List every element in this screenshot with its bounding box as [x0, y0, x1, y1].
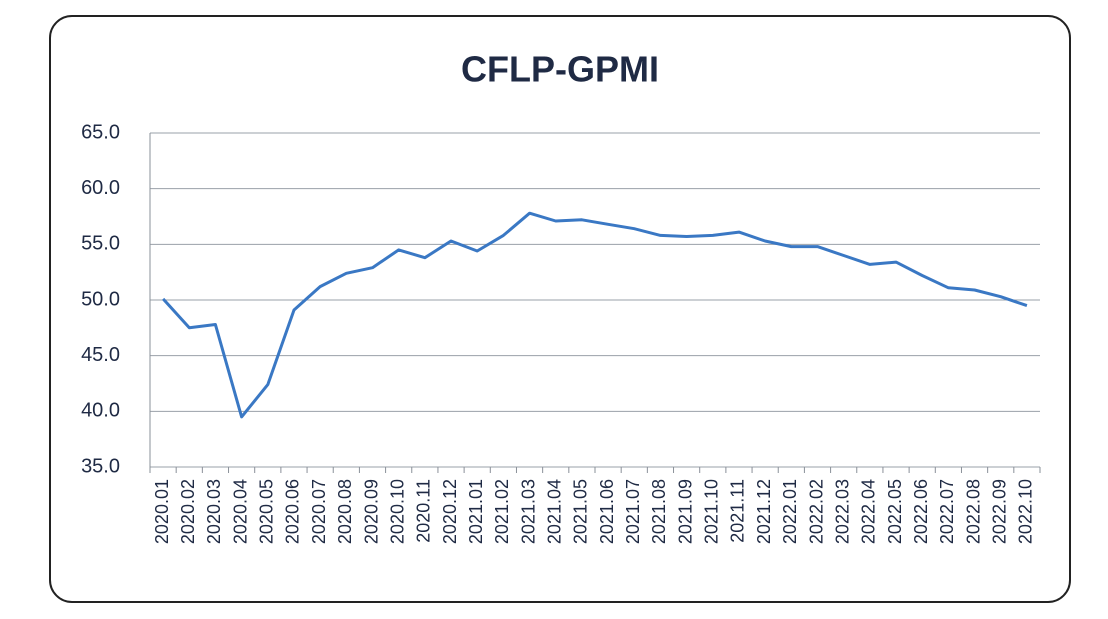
chart-title: CFLP-GPMI [461, 49, 659, 90]
x-tick-label: 2020.02 [178, 479, 198, 544]
x-tick-label: 2022.01 [780, 479, 800, 544]
x-tick-label: 2021.01 [466, 479, 486, 544]
x-tick-label: 2022.02 [806, 479, 826, 544]
x-tick-label: 2021.02 [492, 479, 512, 544]
x-tick-label: 2021.06 [597, 479, 617, 544]
y-tick-label: 45.0 [81, 344, 120, 366]
data-line [161, 211, 1028, 419]
y-tick-label: 35.0 [81, 455, 120, 477]
x-tick-label: 2021.11 [728, 479, 748, 543]
x-tick-label: 2020.11 [414, 479, 434, 543]
x-tick-label: 2020.05 [257, 479, 277, 544]
x-tick-label: 2020.03 [204, 479, 224, 544]
x-tick-label: 2020.10 [387, 479, 407, 544]
x-tick-label: 2022.05 [885, 479, 905, 544]
y-tick-label: 40.0 [81, 400, 120, 422]
y-tick-label: 65.0 [81, 121, 120, 143]
x-tick-label: 2022.09 [989, 479, 1009, 544]
x-tick-label: 2022.06 [911, 479, 931, 544]
x-tick-label: 2021.05 [571, 479, 591, 544]
x-tick-label: 2021.10 [702, 479, 722, 544]
x-tick-label: 2021.07 [623, 479, 643, 544]
x-tick-label: 2020.08 [335, 479, 355, 544]
x-tick-label: 2021.03 [518, 479, 538, 544]
x-tick-label: 2020.01 [152, 479, 172, 544]
x-tick-label: 2020.09 [361, 479, 381, 544]
x-tick-label: 2020.07 [309, 479, 329, 544]
x-tick-label: 2022.10 [1016, 479, 1036, 544]
x-tick-label: 2021.12 [754, 479, 774, 544]
y-tick-label: 50.0 [81, 288, 120, 310]
x-tick-label: 2021.08 [649, 479, 669, 544]
x-tick-label: 2020.04 [230, 479, 250, 544]
x-tick-label: 2022.08 [963, 479, 983, 544]
y-tick-label: 60.0 [81, 177, 120, 199]
x-tick-label: 2021.09 [675, 479, 695, 544]
x-tick-label: 2022.03 [832, 479, 852, 544]
x-tick-label: 2020.12 [440, 479, 460, 544]
x-tick-label: 2022.07 [937, 479, 957, 544]
x-tick-label: 2021.04 [544, 479, 564, 544]
x-tick-label: 2022.04 [859, 479, 879, 544]
y-tick-label: 55.0 [81, 233, 120, 255]
x-tick-label: 2020.06 [283, 479, 303, 544]
frame [49, 15, 1071, 603]
